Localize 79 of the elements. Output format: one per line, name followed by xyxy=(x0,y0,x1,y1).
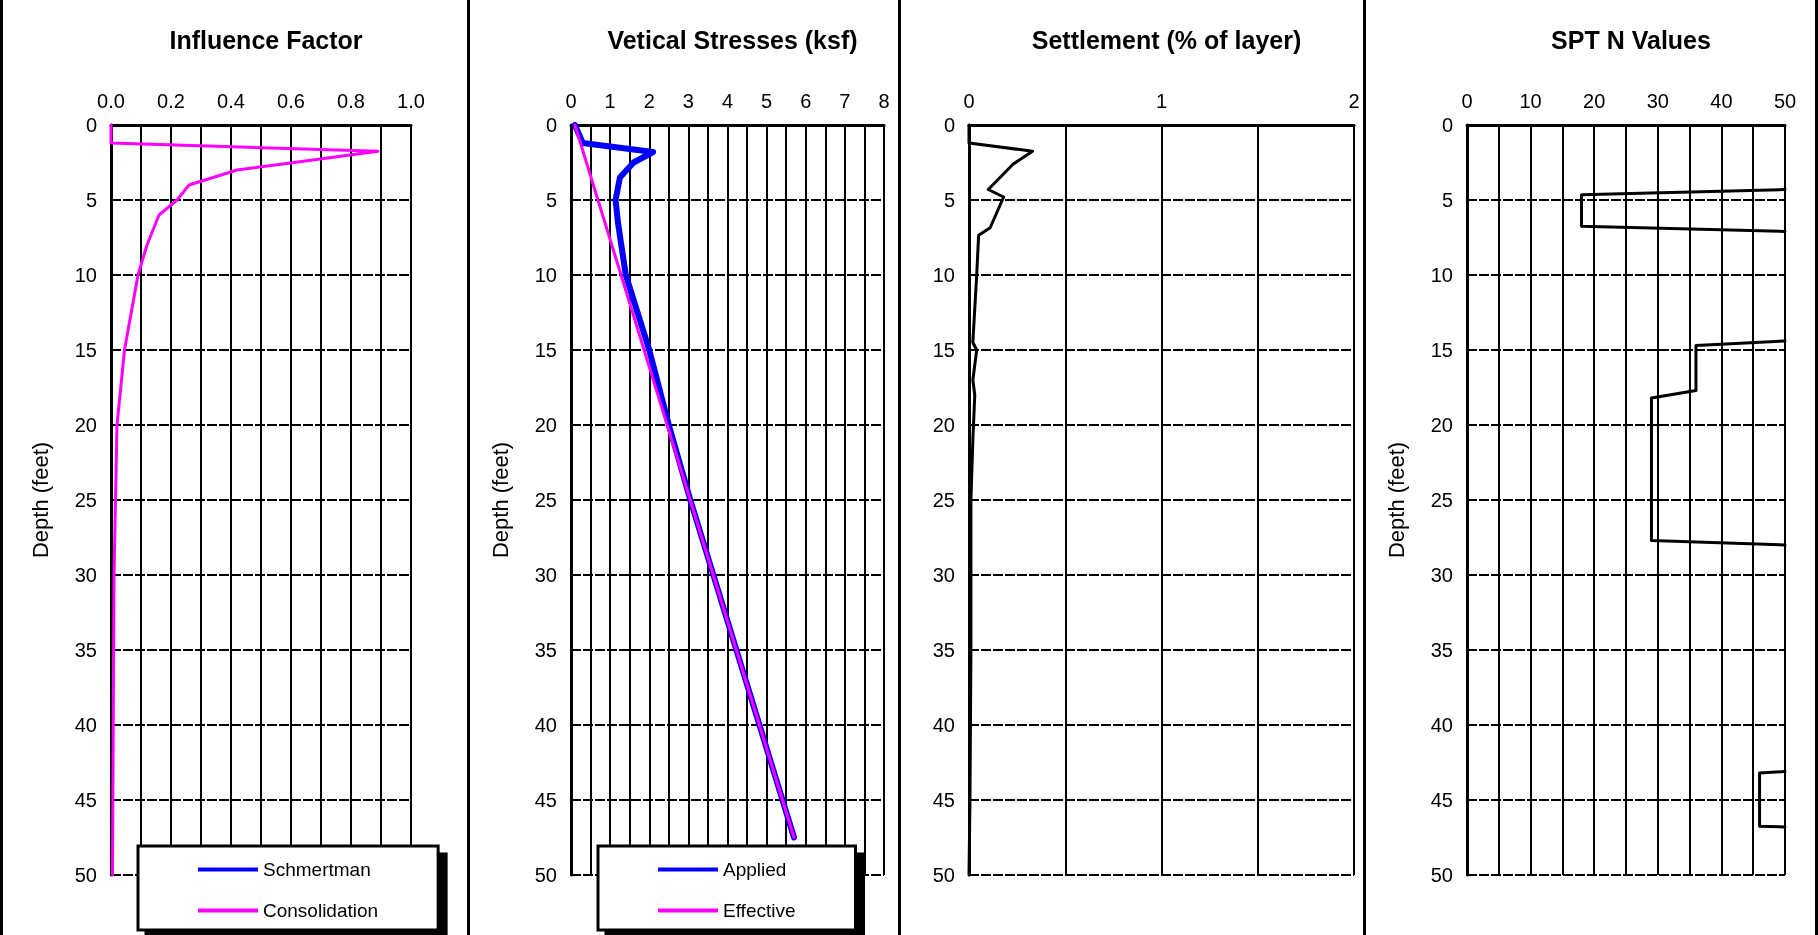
y-tick-label: 5 xyxy=(545,189,557,211)
x-tick-label: 0.6 xyxy=(277,90,305,112)
y-tick-label: 5 xyxy=(85,189,97,211)
y-tick-label: 30 xyxy=(932,564,955,586)
y-tick-label: 20 xyxy=(534,414,557,436)
y-tick-label: 30 xyxy=(74,564,97,586)
y-axis-title: Depth (feet) xyxy=(27,441,53,559)
x-tick-label: 0.4 xyxy=(217,90,245,112)
y-tick-label: 25 xyxy=(932,489,955,511)
y-tick-label: 20 xyxy=(932,414,955,436)
y-tick-label: 35 xyxy=(1430,639,1453,661)
y-tick-label: 50 xyxy=(1430,864,1453,886)
chart-title: Vetical Stresses (ksf) xyxy=(607,25,858,54)
y-tick-label: 40 xyxy=(1430,714,1453,736)
y-tick-label: 40 xyxy=(74,714,97,736)
x-tick-label: 4 xyxy=(721,90,734,112)
y-tick-label: 0 xyxy=(85,114,97,136)
y-tick-label: 25 xyxy=(534,489,557,511)
legend-label: Consolidation xyxy=(263,900,379,921)
x-tick-label: 8 xyxy=(878,90,890,112)
y-tick-label: 15 xyxy=(1430,339,1453,361)
x-tick-label: 40 xyxy=(1710,90,1733,112)
legend-label: Schmertman xyxy=(263,859,371,880)
x-tick-label: 1.0 xyxy=(397,90,425,112)
x-tick-label: 1 xyxy=(1155,90,1168,112)
y-tick-label: 45 xyxy=(74,789,97,811)
x-tick-label: 2 xyxy=(643,90,655,112)
chart-title: Influence Factor xyxy=(169,25,363,54)
x-tick-label: 0.8 xyxy=(337,90,365,112)
y-tick-label: 5 xyxy=(1441,189,1453,211)
y-tick-label: 25 xyxy=(74,489,97,511)
x-tick-label: 0.0 xyxy=(97,90,125,112)
y-tick-label: 5 xyxy=(943,189,955,211)
y-tick-label: 50 xyxy=(74,864,97,886)
y-tick-label: 10 xyxy=(932,264,955,286)
y-tick-label: 0 xyxy=(943,114,955,136)
x-tick-label: 5 xyxy=(761,90,773,112)
x-tick-label: 2 xyxy=(1348,90,1360,112)
x-tick-label: 7 xyxy=(839,90,851,112)
x-tick-label: 0 xyxy=(565,90,577,112)
y-tick-label: 50 xyxy=(534,864,557,886)
y-tick-label: 20 xyxy=(74,414,97,436)
y-axis-title: Depth (feet) xyxy=(487,441,513,559)
y-tick-label: 30 xyxy=(534,564,557,586)
x-tick-label: 10 xyxy=(1519,90,1542,112)
y-tick-label: 0 xyxy=(1441,114,1453,136)
y-tick-label: 35 xyxy=(932,639,955,661)
y-tick-label: 30 xyxy=(1430,564,1453,586)
y-tick-label: 10 xyxy=(534,264,557,286)
x-tick-label: 50 xyxy=(1773,90,1797,112)
y-tick-label: 15 xyxy=(74,339,97,361)
y-tick-label: 45 xyxy=(534,789,557,811)
chart-title: Settlement (% of layer) xyxy=(1031,25,1302,54)
y-axis-title: Depth (feet) xyxy=(1383,441,1409,559)
x-tick-label: 20 xyxy=(1583,90,1606,112)
x-tick-label: 30 xyxy=(1646,90,1669,112)
y-tick-label: 45 xyxy=(932,789,955,811)
y-tick-label: 25 xyxy=(1430,489,1453,511)
x-tick-label: 3 xyxy=(682,90,694,112)
legend-label: Applied xyxy=(723,859,787,880)
x-tick-label: 0 xyxy=(1461,90,1473,112)
chart-title: SPT N Values xyxy=(1551,25,1711,54)
x-tick-label: 1 xyxy=(604,90,616,112)
y-tick-label: 40 xyxy=(534,714,557,736)
y-tick-label: 35 xyxy=(74,639,97,661)
y-tick-label: 10 xyxy=(74,264,97,286)
y-tick-label: 45 xyxy=(1430,789,1453,811)
x-tick-label: 0.2 xyxy=(157,90,185,112)
y-tick-label: 20 xyxy=(1430,414,1453,436)
x-tick-label: 0 xyxy=(963,90,975,112)
y-tick-label: 15 xyxy=(932,339,955,361)
y-tick-label: 0 xyxy=(545,114,557,136)
y-tick-label: 35 xyxy=(534,639,557,661)
legend-label: Effective xyxy=(723,900,796,921)
y-tick-label: 50 xyxy=(932,864,955,886)
x-tick-label: 6 xyxy=(800,90,812,112)
y-tick-label: 15 xyxy=(534,339,557,361)
y-tick-label: 10 xyxy=(1430,264,1453,286)
y-tick-label: 40 xyxy=(932,714,955,736)
